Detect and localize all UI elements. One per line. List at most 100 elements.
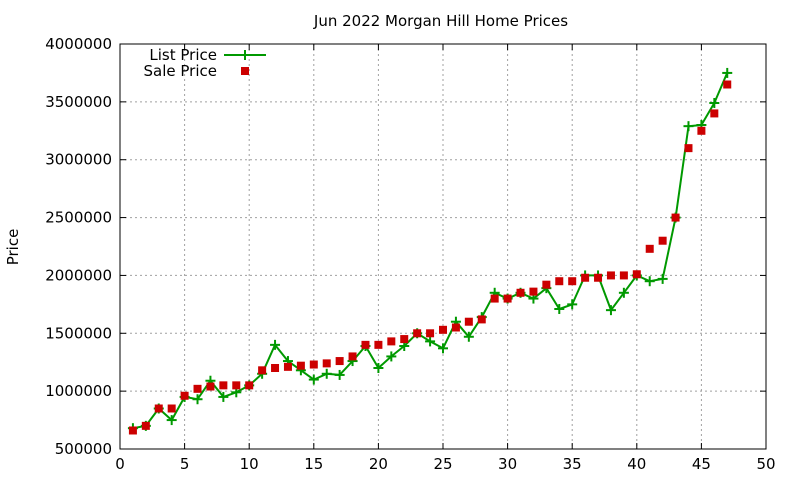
sale-price-point	[271, 364, 280, 372]
sale-price-point	[697, 126, 706, 135]
sale-price-point	[490, 294, 499, 303]
sale-price-point	[723, 80, 732, 89]
sale-price-point	[180, 391, 189, 400]
sale-price-point	[309, 360, 318, 369]
sale-price-point	[245, 381, 254, 390]
list-price-point	[438, 343, 448, 354]
list-price-point	[618, 287, 629, 298]
list-price-point	[425, 336, 436, 347]
sale-price-point	[206, 382, 215, 391]
list-price-point	[567, 299, 578, 310]
y-tick-label: 1500000	[45, 324, 112, 342]
sale-price-point	[400, 335, 409, 344]
sale-price-point	[464, 317, 473, 326]
sale-price-point	[568, 277, 577, 286]
list-price-point	[463, 331, 474, 342]
sale-price-point	[477, 315, 486, 324]
sale-price-point	[529, 287, 538, 296]
sale-price-point	[219, 381, 228, 390]
sale-price-point	[555, 277, 564, 286]
list-price-point	[683, 121, 694, 132]
sale-price-point	[710, 109, 719, 118]
y-tick-label: 500000	[55, 440, 112, 458]
sale-price-point	[193, 384, 202, 393]
x-tick-label: 30	[498, 455, 517, 473]
x-tick-label: 50	[756, 455, 775, 473]
sale-price-point	[154, 404, 163, 413]
sale-price-point	[374, 340, 383, 349]
list-price-point	[373, 363, 384, 373]
list-price-point	[554, 303, 565, 314]
list-price-point	[386, 351, 397, 362]
y-tick-label: 2500000	[45, 209, 112, 227]
list-price-point	[192, 394, 203, 405]
list-price-point	[166, 415, 177, 426]
sale-price-point	[451, 323, 460, 332]
sale-price-point	[283, 362, 292, 371]
y-tick-label: 1000000	[45, 382, 112, 400]
sale-price-point	[167, 404, 176, 413]
sale-price-point	[594, 273, 603, 282]
chart-title: Jun 2022 Morgan Hill Home Prices	[313, 12, 568, 30]
x-tick-label: 40	[627, 455, 646, 473]
series-sale-price	[128, 80, 732, 435]
legend-swatch-sale-price	[241, 67, 249, 75]
sale-price-point	[439, 325, 447, 334]
x-tick-label: 10	[240, 455, 259, 473]
x-tick-label: 25	[433, 455, 452, 473]
sale-price-point	[232, 381, 241, 390]
list-price-point	[709, 98, 720, 109]
sale-price-point	[619, 271, 628, 280]
list-price-point	[321, 368, 332, 379]
y-axis-label: Price	[4, 229, 22, 266]
x-tick-label: 0	[115, 455, 125, 473]
x-tick-label: 15	[304, 455, 323, 473]
sale-price-point	[581, 273, 590, 282]
sale-price-point	[296, 361, 305, 370]
x-tick-label: 35	[563, 455, 582, 473]
legend-swatch-list-price-marker	[240, 50, 250, 60]
series-layer	[127, 67, 733, 435]
list-price-point	[657, 273, 668, 284]
sale-price-point	[387, 337, 396, 346]
list-price-point	[644, 276, 655, 287]
x-tick-label: 20	[369, 455, 388, 473]
sale-price-point	[671, 213, 680, 222]
y-tick-label: 3000000	[45, 151, 112, 169]
sale-price-point	[361, 340, 370, 349]
sale-price-point	[658, 236, 667, 245]
sale-price-point	[322, 359, 331, 368]
list-price-point	[270, 339, 281, 350]
list-price-point	[722, 67, 733, 78]
series-list-price	[127, 67, 733, 434]
plot-area-border	[119, 43, 767, 450]
sale-price-point	[645, 244, 654, 253]
y-tick-label: 2000000	[45, 266, 112, 284]
sale-price-point	[606, 271, 615, 280]
legend-label-list-price: List Price	[149, 46, 217, 64]
sale-price-point	[503, 294, 512, 303]
x-tick-label: 45	[692, 455, 711, 473]
x-tick-label: 5	[180, 455, 190, 473]
sale-price-point	[335, 357, 344, 366]
list-price-point	[218, 391, 229, 402]
sale-price-point	[128, 426, 137, 435]
sale-price-point	[348, 352, 357, 361]
legend-label-sale-price: Sale Price	[144, 62, 217, 80]
y-tick-label: 3500000	[45, 93, 112, 111]
list-price-point	[605, 305, 616, 316]
sale-price-point	[516, 288, 525, 297]
sale-price-point	[684, 144, 693, 153]
sale-price-point	[632, 270, 641, 279]
list-price-line	[132, 72, 729, 430]
axis-ticks: 0 5 10 15 20 25 30 35 40 45 50 500000 1000000 1500000…	[45, 35, 775, 473]
sale-price-point	[141, 421, 150, 430]
sale-price-point	[258, 366, 267, 375]
list-price-point	[308, 374, 319, 385]
y-tick-label: 4000000	[45, 35, 112, 53]
sale-price-point	[413, 329, 422, 338]
sale-price-point	[426, 329, 435, 338]
sale-price-point	[542, 280, 551, 289]
